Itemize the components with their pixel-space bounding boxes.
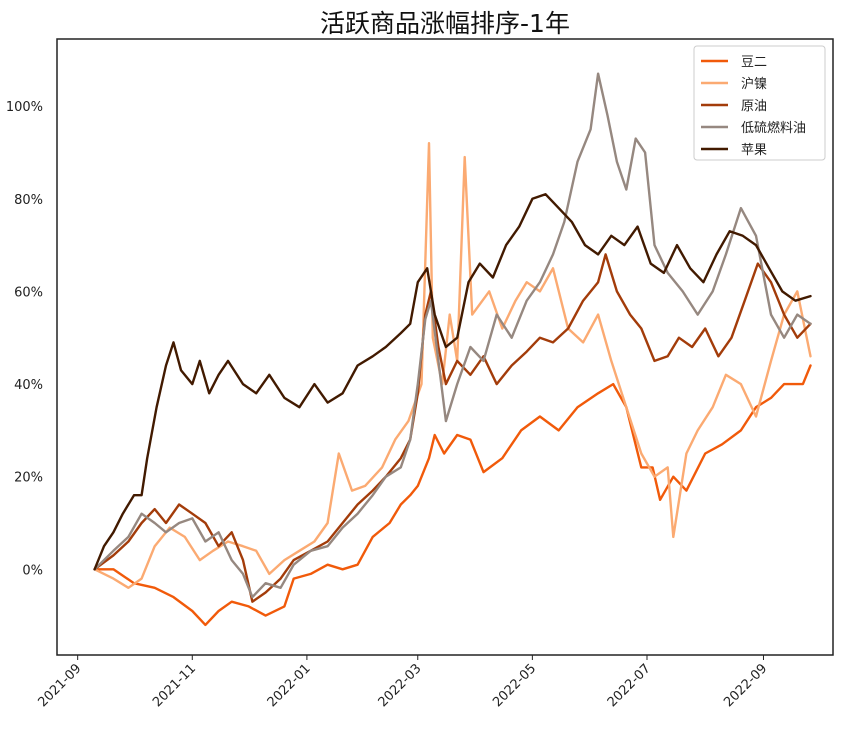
series-line-1 xyxy=(93,142,812,589)
legend-label: 低硫燃料油 xyxy=(741,120,806,136)
y-tick-label: 20% xyxy=(14,471,43,486)
x-tick-label: 2022-05 xyxy=(490,661,539,710)
x-tick-label: 2022-09 xyxy=(721,661,770,710)
y-axis: 0% 20% 40% 60% 80% 100% xyxy=(6,100,43,578)
legend-label: 沪镍 xyxy=(741,76,767,92)
y-tick-label: 80% xyxy=(14,193,43,208)
x-tick-label: 2021-11 xyxy=(150,661,199,710)
y-tick-label: 60% xyxy=(14,285,43,300)
x-tick-label: 2021-09 xyxy=(35,661,84,710)
series-layer xyxy=(93,72,812,627)
y-tick-label: 40% xyxy=(14,378,43,393)
x-axis: 2021-09 2021-11 2022-01 2022-03 2022-05 2022-… xyxy=(35,655,770,710)
y-tick-label: 0% xyxy=(22,563,43,578)
legend-label: 豆二 xyxy=(741,55,767,70)
series-line-3 xyxy=(93,72,812,599)
x-tick-label: 2022-03 xyxy=(376,661,425,710)
legend-label: 苹果 xyxy=(741,143,767,158)
x-tick-label: 2022-07 xyxy=(605,661,654,710)
series-line-0 xyxy=(93,364,812,627)
chart-title: 活跃商品涨幅排序-1年 xyxy=(320,9,570,38)
legend-label: 原油 xyxy=(741,99,767,114)
y-tick-label: 100% xyxy=(6,100,43,115)
series-line-4 xyxy=(93,193,812,571)
legend-box xyxy=(693,45,826,161)
plot-frame xyxy=(56,38,834,656)
x-tick-label: 2022-01 xyxy=(265,661,314,710)
